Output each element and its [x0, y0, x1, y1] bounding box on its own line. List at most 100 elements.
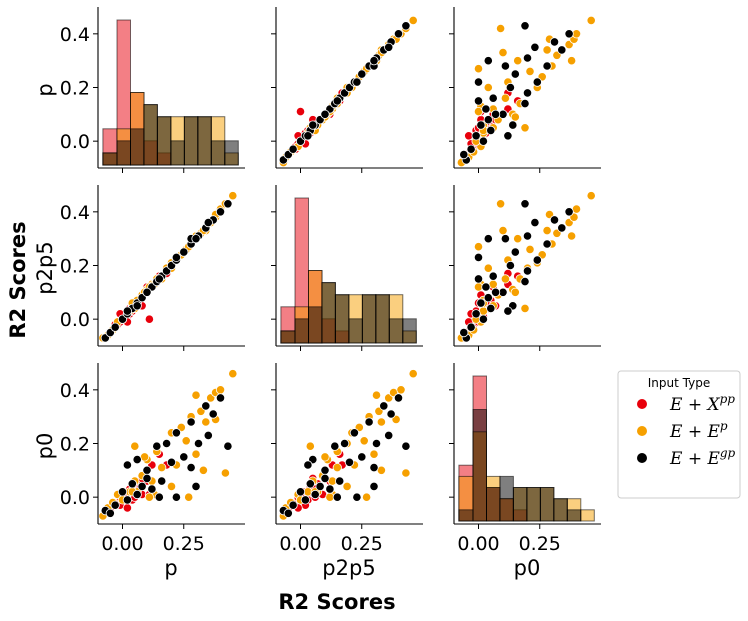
scatter-point-gp — [315, 481, 325, 491]
hist-bar-gp-p — [143, 104, 158, 166]
scatter-point-gp — [179, 247, 189, 257]
scatter-point-gp — [459, 150, 469, 160]
ylabel-row-p2p5: p2p5 — [33, 241, 57, 294]
scatter-point-gp — [386, 409, 396, 419]
legend-frame — [617, 370, 741, 499]
scatter-point-gp — [384, 42, 394, 52]
scatter-point-gp — [208, 409, 218, 419]
scatter-point-gp — [549, 215, 560, 225]
scatter-point-p — [408, 15, 418, 26]
scatter-point-gp — [488, 271, 498, 281]
scatter-point-gp — [223, 199, 233, 209]
legend-entry-label: E + Xpp — [669, 392, 735, 415]
hist-bar-gp-p0 — [512, 487, 528, 522]
scatter-point-p — [542, 45, 552, 55]
scatter-point-gp — [122, 460, 133, 470]
hist-bar-gp-p0 — [566, 509, 582, 522]
hist-bar-gp-p — [170, 140, 185, 166]
x-tick-label: 0.00 — [101, 533, 143, 555]
scatter-point-gp — [369, 56, 379, 66]
legend-entry-label: E + Egp — [669, 446, 736, 469]
scatter-point-gp — [520, 99, 530, 109]
scatter-point-p — [359, 436, 369, 446]
hist-bar-gp-p — [130, 128, 145, 166]
scatter-point-gp — [466, 322, 476, 332]
y-tick-label: 0.4 — [60, 24, 90, 46]
scatter-point-p — [157, 462, 167, 473]
hist-bar-gp-p — [224, 140, 239, 166]
scatter-point-gp — [203, 430, 213, 440]
scatter-point-gp — [171, 428, 181, 438]
legend-marker — [637, 426, 647, 436]
scatter-point-gp — [142, 287, 152, 297]
scatter-point-p — [495, 23, 506, 34]
x-tick-label: 0.25 — [163, 533, 205, 555]
scatter-point-gp — [110, 500, 120, 510]
scatter-point-p — [371, 390, 382, 400]
figure-xlabel: R2 Scores — [278, 590, 395, 614]
scatter-point-gp — [335, 476, 345, 486]
scatter-point-p — [396, 385, 406, 395]
panel-p0-vs-p0: 0.00 0.25 — [449, 363, 601, 555]
figure-ylabel: R2 Scores — [6, 221, 30, 338]
scatter-point-p — [144, 492, 154, 502]
hist-bar-gp-p0 — [458, 509, 474, 522]
legend-entry-superscript: p — [720, 419, 728, 433]
panel-p0-vs-p: 0.0 0.2 0.4 0.00 0.25 — [60, 363, 245, 555]
scatter-point-p — [520, 303, 530, 313]
hist-bar-gp-p0 — [539, 487, 555, 522]
scatter-point-gp — [522, 88, 533, 98]
legend-marker — [637, 399, 647, 409]
scatter-point-p — [473, 242, 484, 252]
scatter-point-gp — [542, 61, 552, 71]
x-tick-label: 0.25 — [519, 533, 561, 555]
scatter-point-gp — [488, 93, 498, 103]
scatter-point-p — [586, 191, 596, 201]
scatter-point-p — [184, 492, 194, 502]
x-tick-label: 0.00 — [457, 533, 499, 555]
hist-bar-gp-p2p5 — [388, 318, 404, 344]
panels: 0.00.20.40.00.20.40.00.20.40.00 0.25 0.00 0… — [60, 7, 601, 555]
panel-p-vs-p: 0.0 0.2 0.4 — [60, 7, 245, 173]
scatter-point-gp — [344, 457, 355, 467]
scatter-point-gp — [369, 462, 379, 473]
hist-bar-gp-p0 — [553, 498, 568, 522]
scatter-point-p — [520, 123, 530, 133]
scatter-point-gp — [320, 465, 330, 475]
xlabel-col-p: p — [164, 556, 177, 580]
hist-bar-gp-p — [116, 140, 131, 166]
hist-bar-gp-p — [210, 140, 226, 166]
scatter-point-p — [510, 112, 520, 122]
scatter-point-gp — [154, 492, 164, 502]
scatter-point-gp — [532, 255, 542, 265]
scatter-point-p — [305, 441, 315, 451]
scatter-point-gp — [505, 260, 515, 271]
scatter-point-gp — [530, 42, 540, 52]
scatter-point-gp — [325, 484, 335, 494]
legend-entry-label: E + Ep — [669, 419, 728, 442]
scatter-point-gp — [522, 53, 533, 63]
scatter-point-gp — [549, 37, 560, 47]
hist-bar-gp-p2p5 — [334, 294, 350, 344]
scatter-point-gp — [364, 417, 374, 427]
scatter-point-gp — [459, 327, 469, 338]
y-tick-label: 0.0 — [60, 309, 90, 331]
scatter-point-p — [191, 449, 201, 459]
scatter-point-gp — [466, 144, 476, 154]
scatter-point-p — [401, 468, 411, 478]
scatter-point-gp — [223, 441, 233, 451]
scatter-point-gp — [520, 199, 530, 209]
x-tick-label: 0.25 — [341, 533, 383, 555]
scatter-point-p — [525, 244, 535, 254]
scatter-point-gp — [320, 473, 330, 483]
scatter-point-gp — [310, 489, 320, 500]
scatter-point-gp — [352, 77, 362, 87]
scatter-point-p — [513, 56, 523, 66]
hist-bar-gp-p2p5 — [348, 318, 363, 344]
panel-p-vs-p0 — [449, 7, 601, 173]
scatter-point-gp — [171, 492, 181, 502]
scatter-point-gp — [339, 438, 350, 449]
scatter-point-gp — [522, 231, 533, 241]
scatter-point-gp — [473, 77, 484, 87]
scatter-point-gp — [483, 56, 493, 66]
